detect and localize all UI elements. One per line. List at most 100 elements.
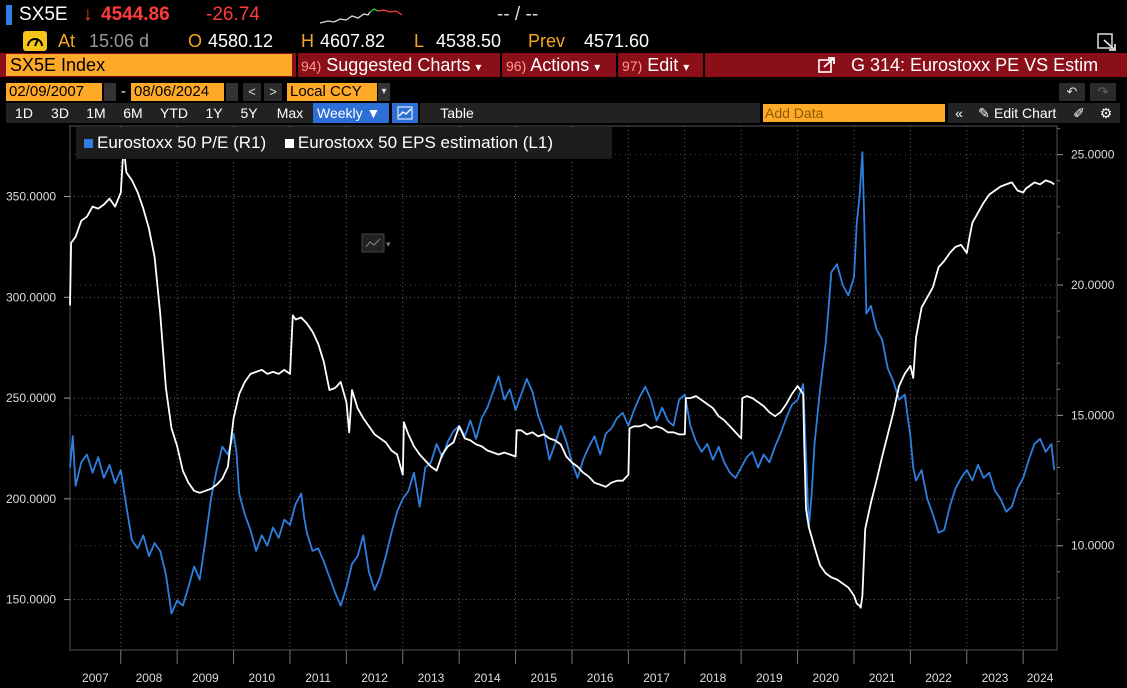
range-button-1m[interactable]: 1M	[86, 105, 106, 121]
range-button-ytd[interactable]: YTD	[160, 105, 188, 121]
y-left-tick-label: 350.0000	[6, 190, 56, 204]
x-tick-label: 2024	[1027, 671, 1054, 685]
x-tick-label: 2017	[643, 671, 670, 685]
chart-type-glyph	[365, 238, 381, 248]
actions-label: Actions	[530, 55, 590, 75]
x-tick-label: 2010	[248, 671, 275, 685]
y-left-tick-label: 200.0000	[6, 492, 56, 506]
x-tick-label: 2018	[700, 671, 727, 685]
undo-icon[interactable]: ↶	[1059, 83, 1085, 101]
period-select[interactable]: Weekly ▼	[313, 103, 389, 123]
pe-series-line	[69, 151, 1056, 615]
range-button-6m[interactable]: 6M	[123, 105, 143, 121]
prev-label: Prev	[528, 31, 566, 51]
legend-swatch-pe	[84, 138, 93, 148]
actions-menu[interactable]: 96) Actions ▾	[506, 53, 600, 77]
last-price: 4544.86	[101, 4, 170, 25]
y-left-tick-label: 300.0000	[6, 290, 56, 304]
high-label: H	[301, 31, 314, 51]
legend-eps[interactable]: Eurostoxx 50 EPS estimation (L1)	[297, 133, 553, 152]
open-label: O	[188, 31, 203, 51]
chevron-down-icon: ▾	[386, 239, 391, 249]
eps-series-line	[69, 145, 1055, 609]
legend-pe[interactable]: Eurostoxx 50 P/E (R1)	[97, 133, 267, 152]
currency-select[interactable]: Local CCY	[287, 83, 377, 101]
start-date-field[interactable]: 02/09/2007	[6, 83, 102, 101]
x-tick-label: 2014	[474, 671, 501, 685]
range-button-5y[interactable]: 5Y	[240, 105, 258, 121]
edit-menu[interactable]: 97) Edit ▾	[622, 53, 689, 77]
range-button-3d[interactable]: 3D	[51, 105, 69, 121]
y-left-tick-label: 150.0000	[6, 593, 56, 607]
x-tick-label: 2012	[361, 671, 388, 685]
low-label: L	[414, 31, 425, 51]
actions-number: 96)	[506, 58, 527, 74]
x-tick-label: 2011	[305, 671, 331, 685]
quote-time: 15:06 d	[89, 31, 150, 51]
speedometer-icon[interactable]	[23, 31, 47, 51]
back-arrow-icon[interactable]: <	[243, 83, 261, 101]
sparkline-icon	[320, 8, 403, 24]
chevron-down-icon: ▾	[594, 60, 601, 74]
redo-icon[interactable]: ↷	[1090, 83, 1116, 101]
bid-ask: -- / --	[497, 4, 539, 25]
ticker-label[interactable]: SX5E	[19, 4, 68, 25]
chart-type-icon	[361, 233, 385, 253]
gear-icon[interactable]: ⚙	[1099, 105, 1113, 121]
x-tick-label: 2013	[418, 671, 445, 685]
net-change: -26.74	[206, 4, 260, 25]
y-left-tick-label: 250.0000	[6, 391, 56, 405]
y-right-tick-label: 20.0000	[1071, 278, 1115, 292]
undock-icon[interactable]	[1096, 31, 1118, 51]
low-value: 4538.50	[436, 31, 502, 51]
prev-value: 4571.60	[584, 31, 650, 51]
edit-chart-button[interactable]: Edit Chart	[994, 105, 1057, 121]
pencil-icon[interactable]: ✎	[978, 105, 990, 121]
open-value: 4580.12	[208, 31, 274, 51]
menu-bar: SX5E Index 94) Suggested Charts ▾ 96) Ac…	[0, 53, 1127, 77]
x-tick-label: 2008	[136, 671, 163, 685]
suggested-charts-number: 94)	[301, 58, 322, 74]
x-tick-label: 2023	[982, 671, 1009, 685]
calendar-icon[interactable]	[104, 83, 116, 101]
line-chart-icon[interactable]	[392, 103, 418, 123]
launch-icon[interactable]	[818, 57, 836, 73]
add-data-input[interactable]: Add Data	[763, 104, 945, 122]
annotate-icon[interactable]: ✐	[1073, 105, 1085, 121]
x-tick-label: 2022	[925, 671, 952, 685]
table-button[interactable]: Table	[440, 105, 474, 121]
suggested-charts-menu[interactable]: 94) Suggested Charts ▾	[301, 53, 481, 77]
plot-frame	[69, 125, 1058, 651]
x-tick-label: 2009	[192, 671, 219, 685]
x-tick-label: 2021	[869, 671, 896, 685]
date-bar: 02/09/2007 - 08/06/2024 < > Local CCY ▾ …	[0, 82, 1127, 102]
security-input[interactable]: SX5E Index	[6, 54, 292, 76]
x-tick-label: 2007	[82, 671, 109, 685]
suggested-charts-label: Suggested Charts	[326, 55, 471, 75]
stats-bar: At 15:06 d O 4580.12 H 4607.82 L 4538.50…	[0, 30, 1127, 52]
y-right-tick-label: 15.0000	[1071, 408, 1115, 422]
at-label: At	[58, 31, 76, 51]
end-date-field[interactable]: 08/06/2024	[131, 83, 224, 101]
x-tick-label: 2015	[530, 671, 557, 685]
range-bar: 1D 3D 1M 6M YTD 1Y 5Y Max Weekly ▼ Table Add Da…	[0, 103, 1127, 123]
chart-title: G 314: Eurostoxx PE VS Estim	[851, 55, 1099, 75]
x-tick-label: 2019	[756, 671, 783, 685]
chart-area[interactable]: 2007 2008 2009 2010 2011 2012 2013 2014 2015 2016…	[0, 124, 1127, 688]
range-button-max[interactable]: Max	[276, 105, 304, 121]
range-button-1y[interactable]: 1Y	[205, 105, 223, 121]
legend-swatch-eps	[284, 138, 294, 148]
forward-arrow-icon[interactable]: >	[264, 83, 282, 101]
date-dash: -	[121, 83, 126, 100]
chevron-down-icon[interactable]: ▾	[378, 83, 390, 101]
security-color-tag	[6, 5, 12, 25]
range-button-1d[interactable]: 1D	[15, 105, 33, 121]
chevron-down-icon: ▾	[475, 60, 482, 74]
chevron-down-icon: ▾	[683, 60, 690, 74]
edit-number: 97)	[622, 58, 643, 74]
calendar-icon[interactable]	[226, 83, 238, 101]
edit-label: Edit	[647, 55, 679, 75]
quote-bar: SX5E ↓ 4544.86 -26.74 -- / --	[0, 0, 1127, 30]
collapse-icon[interactable]: «	[955, 105, 963, 121]
y-right-tick-label: 25.0000	[1071, 148, 1115, 162]
